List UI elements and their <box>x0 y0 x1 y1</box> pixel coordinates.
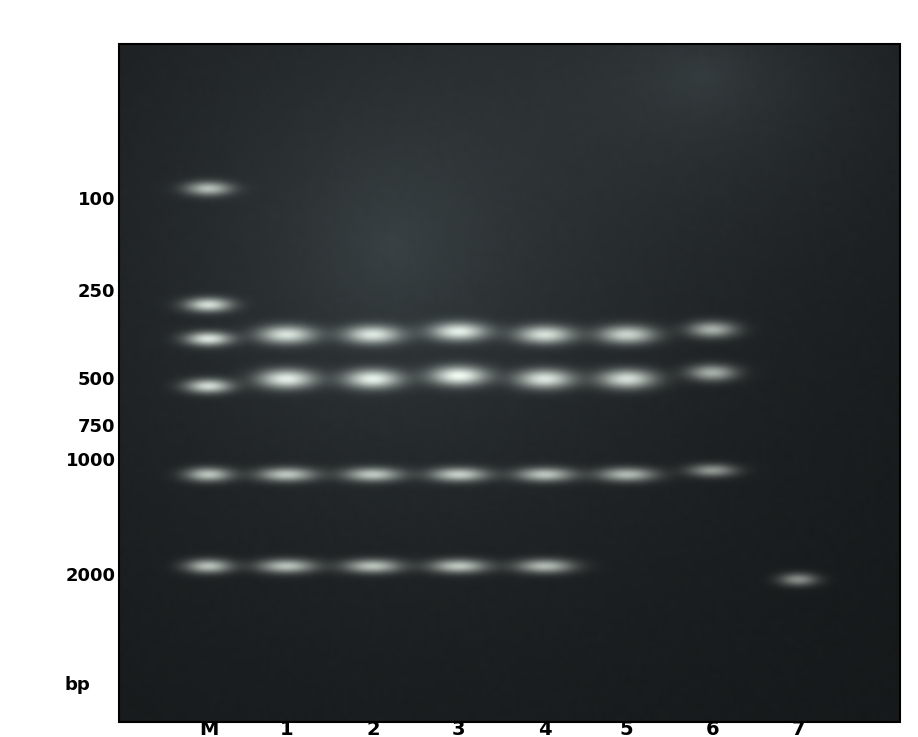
Text: 750: 750 <box>78 419 116 436</box>
Text: bp: bp <box>64 676 91 694</box>
Text: 3: 3 <box>452 720 465 737</box>
Text: 2000: 2000 <box>65 567 116 585</box>
Text: 4: 4 <box>538 720 552 737</box>
Text: 5: 5 <box>620 720 633 737</box>
Text: 250: 250 <box>78 283 116 301</box>
Text: 6: 6 <box>706 720 719 737</box>
Text: 1: 1 <box>280 720 294 737</box>
Text: 500: 500 <box>78 371 116 389</box>
Text: 7: 7 <box>791 720 805 737</box>
Text: 2: 2 <box>366 720 380 737</box>
Text: M: M <box>199 720 218 737</box>
Text: 100: 100 <box>78 191 116 209</box>
Text: 1000: 1000 <box>65 453 116 470</box>
